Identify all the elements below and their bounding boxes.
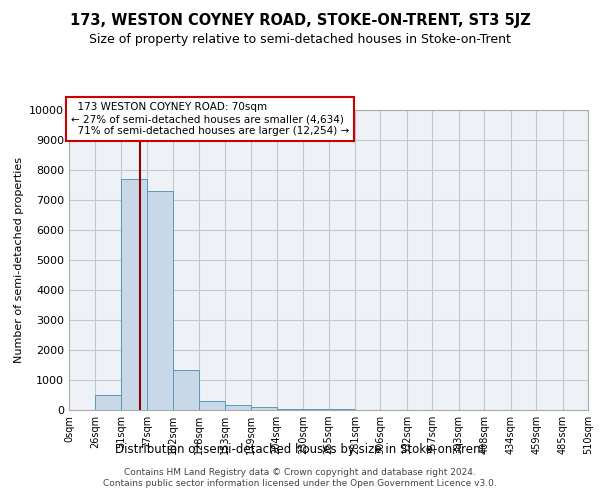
Bar <box>199 401 224 410</box>
Bar <box>148 191 173 410</box>
Bar <box>121 179 148 410</box>
Y-axis label: Number of semi-detached properties: Number of semi-detached properties <box>14 157 23 363</box>
Text: Distribution of semi-detached houses by size in Stoke-on-Trent: Distribution of semi-detached houses by … <box>115 442 485 456</box>
Bar <box>173 370 199 410</box>
Bar <box>277 408 303 410</box>
Bar <box>224 405 251 410</box>
Text: Contains HM Land Registry data © Crown copyright and database right 2024.
Contai: Contains HM Land Registry data © Crown c… <box>103 468 497 487</box>
Text: 173, WESTON COYNEY ROAD, STOKE-ON-TRENT, ST3 5JZ: 173, WESTON COYNEY ROAD, STOKE-ON-TRENT,… <box>70 12 530 28</box>
Bar <box>251 407 277 410</box>
Text: 173 WESTON COYNEY ROAD: 70sqm
← 27% of semi-detached houses are smaller (4,634)
: 173 WESTON COYNEY ROAD: 70sqm ← 27% of s… <box>71 102 349 136</box>
Bar <box>95 395 121 410</box>
Bar <box>303 409 329 410</box>
Text: Size of property relative to semi-detached houses in Stoke-on-Trent: Size of property relative to semi-detach… <box>89 32 511 46</box>
